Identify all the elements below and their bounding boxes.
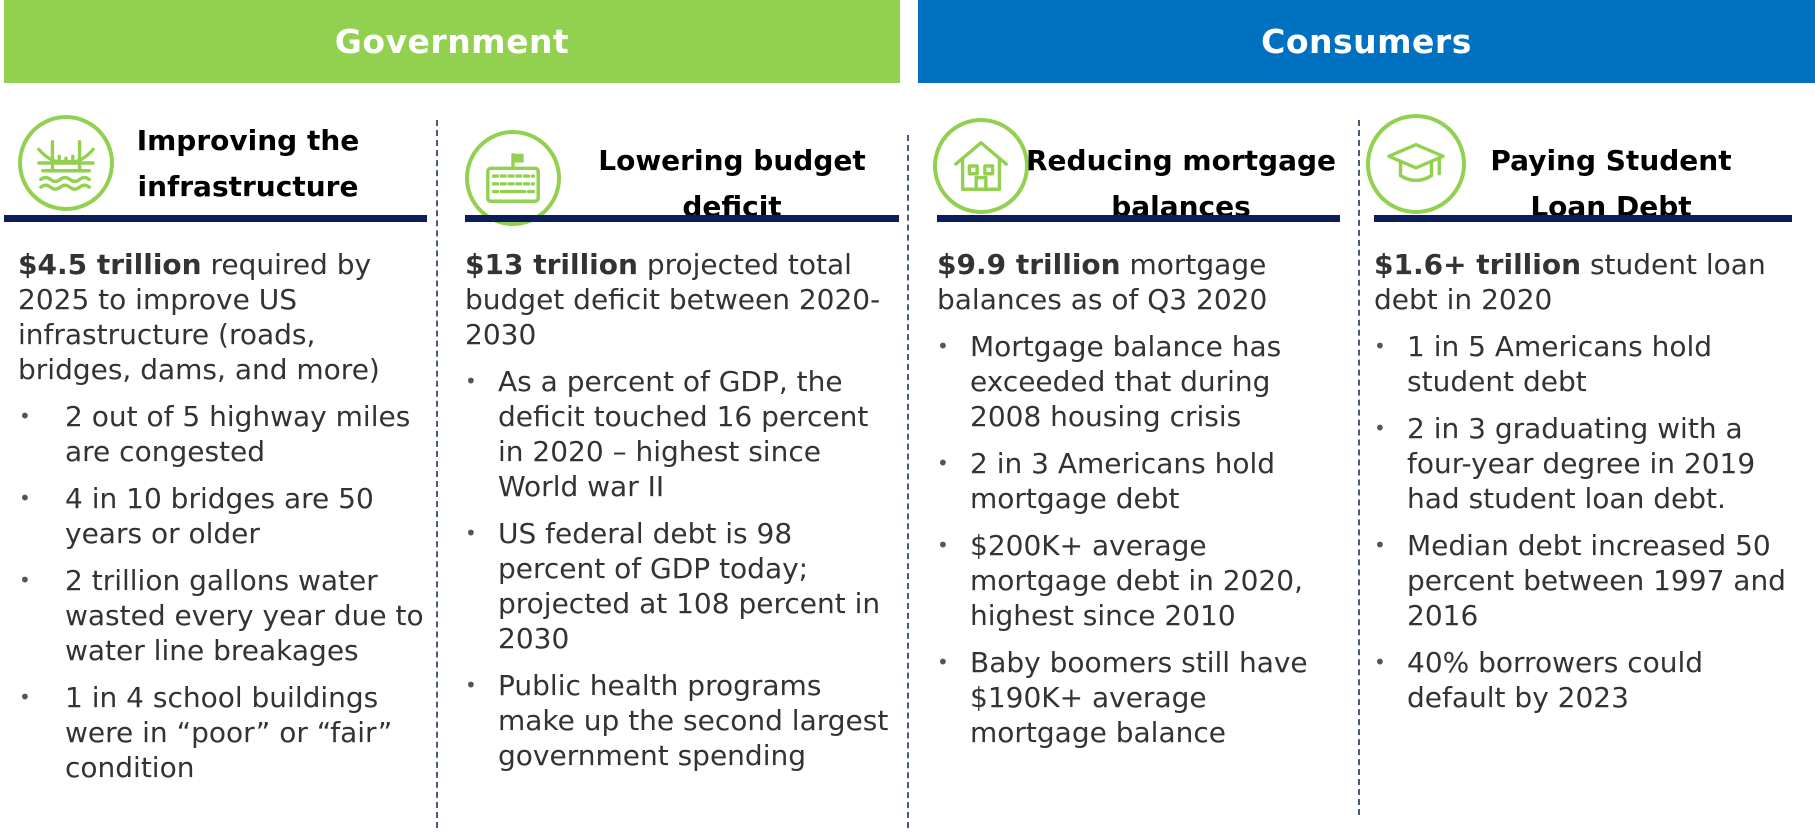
column-mortgage: Reducing mortgage balances $9.9 trillion…	[933, 110, 1340, 750]
lead-stat-text: projected total budget deficit between 2…	[465, 248, 881, 351]
column-student-loan: Paying Student Loan Debt $1.6+ trillion …	[1366, 110, 1792, 715]
list-item: Mortgage balance has exceeded that durin…	[937, 329, 1340, 434]
consumers-banner-label: Consumers	[1261, 22, 1472, 61]
column-header: Paying Student Loan Debt	[1366, 110, 1792, 223]
lead-stat: $13 trillion projected total budget defi…	[465, 247, 899, 352]
header-rule	[937, 215, 1340, 222]
column-divider	[907, 135, 909, 828]
header-rule	[465, 215, 899, 222]
lead-stat-value: $4.5 trillion	[18, 248, 202, 281]
column-budget-deficit: Lowering budget deficit $13 trillion pro…	[465, 110, 899, 773]
column-header: Improving the infrastructure	[4, 110, 427, 222]
bullet-list: 1 in 5 Americans hold student debt 2 in …	[1374, 329, 1792, 715]
graduation-cap-icon	[1366, 114, 1466, 214]
lead-stat: $1.6+ trillion student loan debt in 2020	[1374, 247, 1792, 317]
bullet-list: 2 out of 5 highway miles are congested 4…	[18, 399, 427, 785]
lead-stat-value: $1.6+ trillion	[1374, 248, 1582, 281]
header-rule	[4, 215, 427, 222]
bullet-list: Mortgage balance has exceeded that durin…	[937, 329, 1340, 750]
column-header: Lowering budget deficit	[465, 110, 899, 226]
list-item: Median debt increased 50 percent between…	[1374, 528, 1792, 633]
list-item: $200K+ average mortgage debt in 2020, hi…	[937, 528, 1340, 633]
column-title: Improving the infrastructure	[136, 124, 360, 203]
column-divider	[436, 120, 438, 828]
lead-stat-text: student loan debt in 2020	[1374, 248, 1766, 316]
list-item: Public health programs make up the secon…	[465, 668, 899, 773]
bridge-icon	[18, 115, 114, 211]
list-item: 2 trillion gallons water wasted every ye…	[18, 563, 427, 668]
list-item: Baby boomers still have $190K+ average m…	[937, 645, 1340, 750]
government-banner-label: Government	[334, 22, 570, 61]
government-banner: Government	[4, 0, 900, 83]
lead-stat-value: $9.9 trillion	[937, 248, 1121, 281]
list-item: 4 in 10 bridges are 50 years or older	[18, 481, 427, 551]
lead-stat: $4.5 trillion required by 2025 to improv…	[18, 247, 427, 387]
list-item: 2 out of 5 highway miles are congested	[18, 399, 427, 469]
list-item: 40% borrowers could default by 2023	[1374, 645, 1792, 715]
column-header: Reducing mortgage balances	[933, 110, 1340, 223]
lead-stat-text: mortgage balances as of Q3 2020	[937, 248, 1268, 316]
lead-stat: $9.9 trillion mortgage balances as of Q3…	[937, 247, 1340, 317]
bullet-list: As a percent of GDP, the deficit touched…	[465, 364, 899, 773]
column-infrastructure: Improving the infrastructure $4.5 trilli…	[4, 110, 427, 785]
lead-stat-value: $13 trillion	[465, 248, 638, 281]
list-item: 1 in 5 Americans hold student debt	[1374, 329, 1792, 399]
house-icon	[933, 118, 1029, 214]
list-item: US federal debt is 98 percent of GDP tod…	[465, 516, 899, 656]
list-item: As a percent of GDP, the deficit touched…	[465, 364, 899, 504]
list-item: 2 in 3 graduating with a four-year degre…	[1374, 411, 1792, 516]
header-rule	[1374, 215, 1792, 222]
lead-stat-text: required by 2025 to improve US infrastru…	[18, 248, 380, 386]
list-item: 1 in 4 school buildings were in “poor” o…	[18, 680, 427, 785]
list-item: 2 in 3 Americans hold mortgage debt	[937, 446, 1340, 516]
keyboard-icon	[465, 130, 561, 226]
consumers-banner: Consumers	[918, 0, 1815, 83]
column-divider	[1358, 120, 1360, 815]
